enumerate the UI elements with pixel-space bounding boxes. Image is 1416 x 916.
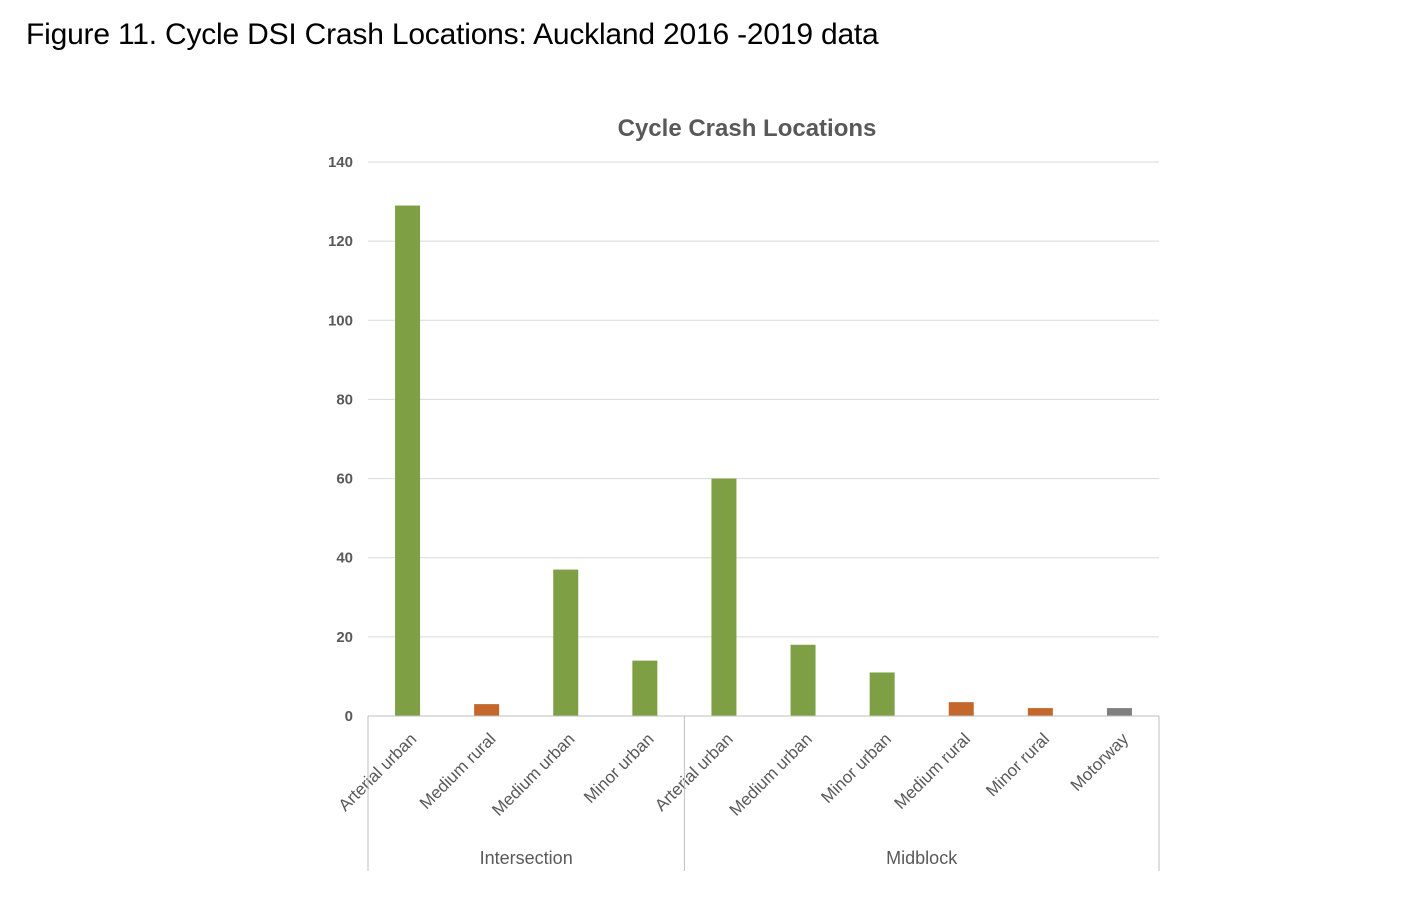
y-tick-label: 140	[328, 154, 353, 171]
y-tick-label: 20	[336, 629, 353, 646]
bar	[474, 704, 500, 716]
x-tick-label: Motorway	[1067, 729, 1133, 795]
x-tick-label: Minor urban	[817, 729, 895, 807]
x-tick-label: Medium urban	[488, 729, 578, 819]
bar	[1106, 708, 1132, 716]
bar	[395, 205, 421, 716]
category-groups: Intersection Midblock	[367, 716, 1160, 871]
x-tick-label: Arterial urban	[335, 729, 421, 815]
x-tick-label: Medium rural	[890, 729, 974, 813]
y-tick-label: 120	[328, 233, 353, 250]
figure-caption: Figure 11. Cycle DSI Crash Locations: Au…	[26, 18, 879, 51]
group-label: Midblock	[886, 848, 958, 868]
bars	[395, 205, 1132, 716]
bar	[948, 702, 974, 716]
bar	[632, 660, 658, 716]
y-tick-label: 80	[336, 391, 353, 408]
bar	[790, 644, 816, 716]
x-tick-label: Medium urban	[726, 729, 816, 819]
bar	[869, 672, 895, 716]
bar	[711, 478, 737, 716]
x-tick-label: Minor urban	[580, 729, 658, 807]
x-tick-label: Minor rural	[982, 729, 1053, 800]
y-tick-label: 100	[328, 312, 353, 329]
group-label: Intersection	[480, 848, 573, 868]
y-tick-label: 60	[336, 471, 353, 488]
x-tick-label: Medium rural	[416, 729, 500, 813]
x-tick-label: Arterial urban	[651, 729, 737, 815]
gridlines	[368, 161, 1159, 638]
y-axis: 0 20 40 60 80 100 120 140	[328, 154, 353, 725]
chart-title: Cycle Crash Locations	[618, 115, 877, 142]
bar	[1027, 708, 1053, 716]
y-tick-label: 0	[345, 708, 353, 725]
bar	[553, 569, 579, 716]
y-tick-label: 40	[336, 550, 353, 567]
